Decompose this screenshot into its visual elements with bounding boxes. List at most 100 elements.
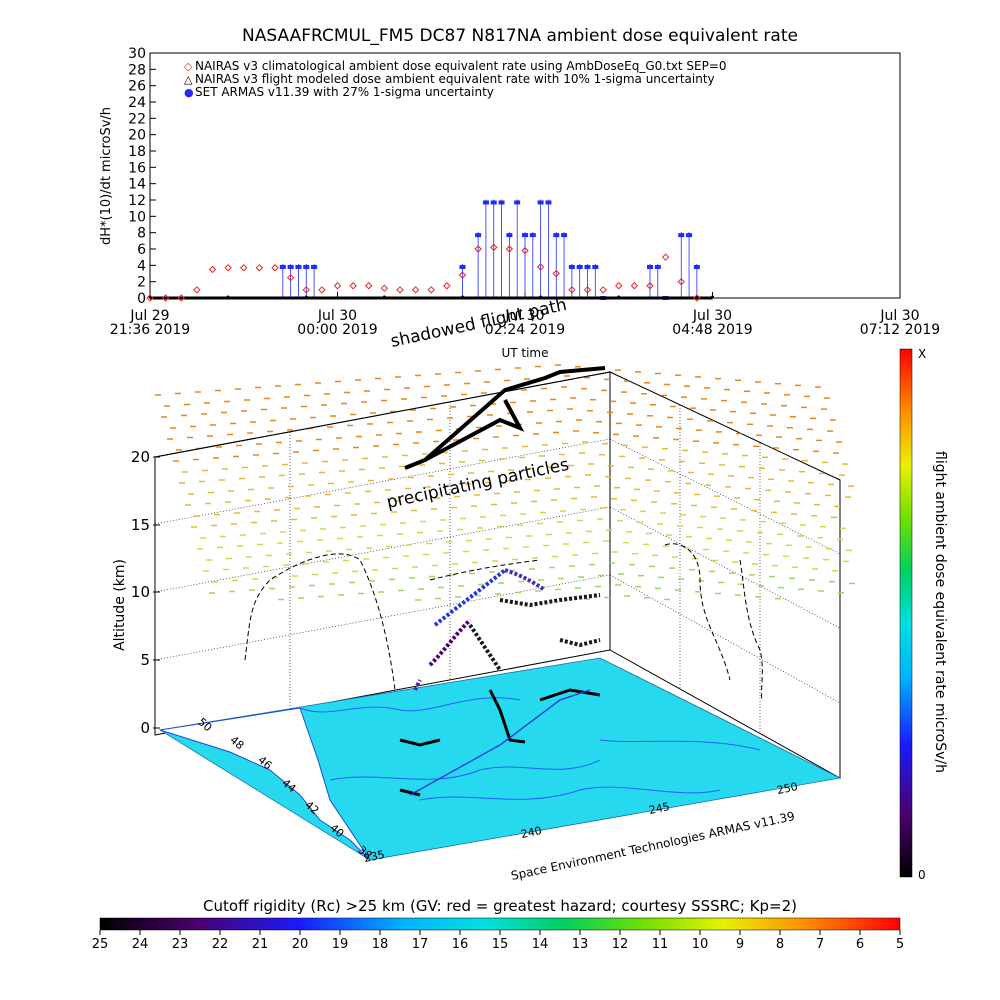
colorbar-tick-label: 24 <box>132 937 149 952</box>
nairas-clim-point <box>349 282 357 290</box>
legend-entry-armas: SET ARMAS v11.39 with 27% 1-sigma uncert… <box>195 85 494 99</box>
colorbar-tick-label: 15 <box>492 937 509 952</box>
flight-track-segment <box>504 568 547 592</box>
nairas-clim-point <box>318 286 326 294</box>
y-tick-label: 10 <box>128 209 146 225</box>
x-tick-label-date: Jul 30 <box>692 308 732 324</box>
nairas-clim-point <box>193 286 201 294</box>
z-tick-label: 5 <box>140 651 150 669</box>
y-tick-label: 28 <box>128 62 146 78</box>
nairas-clim-point <box>630 282 639 290</box>
colorbar-tick-label: 5 <box>896 937 904 952</box>
nairas-clim-point <box>490 243 498 252</box>
nairas-flight-point <box>617 295 621 299</box>
legend-symbol-nairas-flight: △ <box>184 73 193 86</box>
legend-entry-nairas-flight: NAIRAS v3 flight modeled dose ambient eq… <box>195 72 715 86</box>
nairas-clim-point <box>443 282 451 290</box>
y-tick-label: 8 <box>137 226 146 242</box>
flight-track-segment <box>499 593 601 608</box>
y-tick-label: 24 <box>128 95 146 111</box>
y-tick-label: 22 <box>128 111 146 127</box>
nairas-clim-point <box>427 286 435 294</box>
x-tick-label-time: 07:12 2019 <box>860 322 940 338</box>
colorbar-tick-label: 11 <box>652 937 669 952</box>
y-tick-label: 30 <box>128 46 146 62</box>
y-tick-label: 4 <box>137 258 146 274</box>
y-tick-label: 20 <box>128 128 146 144</box>
right-colorbar-bottom: 0 <box>918 868 926 882</box>
armas-point <box>279 264 286 269</box>
y-tick-label: 16 <box>128 160 146 176</box>
y-axis-label: dH*(10)/dt microSv/h <box>99 107 114 245</box>
nairas-clim-point <box>474 245 482 253</box>
armas-point <box>459 264 466 269</box>
nairas-clim-point <box>599 286 607 294</box>
precipitating-particles-field <box>155 364 855 601</box>
x-tick-label-time: 04:48 2019 <box>672 322 752 338</box>
x-tick-label-date: Jul 30 <box>504 308 544 324</box>
nairas-clim-point <box>161 294 170 302</box>
nairas-flight-point <box>304 295 308 299</box>
armas-point <box>303 264 310 269</box>
armas-point <box>568 264 575 269</box>
armas-point <box>490 200 497 205</box>
lon-axis-ticks: 235 240 245 250 <box>363 780 799 865</box>
flight-track-segment <box>413 679 422 691</box>
z-axis-ticks: 0 5 10 15 20 <box>131 448 160 737</box>
colorbar-tick-label: 25 <box>92 937 109 952</box>
armas-point <box>514 200 521 205</box>
nairas-clim-point <box>646 282 654 290</box>
z-tick-label: 0 <box>140 719 150 737</box>
nairas-clim-point <box>583 286 592 294</box>
y-tick-label: 14 <box>128 177 146 193</box>
nairas-clim-point <box>365 282 373 290</box>
flight-track-segment <box>559 638 601 648</box>
nairas-flight-point <box>461 295 464 299</box>
colorbar-tick-label: 23 <box>172 937 189 952</box>
nairas-clim-point <box>661 253 670 261</box>
nairas-clim-point <box>286 273 295 282</box>
armas-point <box>529 233 536 238</box>
armas-point <box>522 233 528 238</box>
right-colorbar-label: flight ambient dose equivalent rate micr… <box>932 451 948 773</box>
y-tick-label: 18 <box>128 144 146 160</box>
armas-point <box>506 233 513 238</box>
colorbar-tick-label: 20 <box>292 937 309 952</box>
nairas-flight-point <box>226 295 230 299</box>
colorbar-tick-label: 8 <box>776 937 784 952</box>
colorbar-tick-label: 10 <box>692 937 709 952</box>
y-tick-label: 6 <box>137 242 146 258</box>
nairas-clim-point <box>208 265 217 274</box>
legend-symbol-nairas-clim: ◇ <box>184 60 193 73</box>
armas-point <box>545 200 552 205</box>
armas-point <box>654 264 661 269</box>
nairas-clim-point <box>224 264 232 272</box>
armas-point <box>561 233 568 238</box>
colorbar-tick-label: 9 <box>736 937 744 952</box>
armas-point <box>553 233 560 238</box>
nairas-clim-point <box>396 286 404 294</box>
colorbar-tick-label: 7 <box>816 937 824 952</box>
nairas-clim-point <box>380 284 389 292</box>
armas-point <box>287 264 294 269</box>
nairas-clim-point <box>177 294 185 302</box>
nairas-clim-point <box>536 263 545 271</box>
wall-grid <box>154 402 841 733</box>
nairas-clim-point <box>693 294 701 302</box>
y-tick-label: 0 <box>137 291 146 307</box>
flight-track-segment <box>428 618 472 667</box>
colorbar-tick-label: 21 <box>252 937 269 952</box>
colorbar-tick-label: 17 <box>412 937 429 952</box>
nairas-clim-point <box>411 286 420 294</box>
colorbar-tick-label: 13 <box>572 937 589 952</box>
series-layer <box>146 199 714 302</box>
flight-track-3d <box>413 568 601 691</box>
nairas-flight-point <box>382 295 386 299</box>
nairas-clim-point <box>333 282 342 290</box>
nairas-clim-point <box>255 264 264 272</box>
x-tick-label-date: Jul 30 <box>317 308 357 324</box>
legend-entry-nairas-clim: NAIRAS v3 climatological ambient dose eq… <box>195 59 727 73</box>
